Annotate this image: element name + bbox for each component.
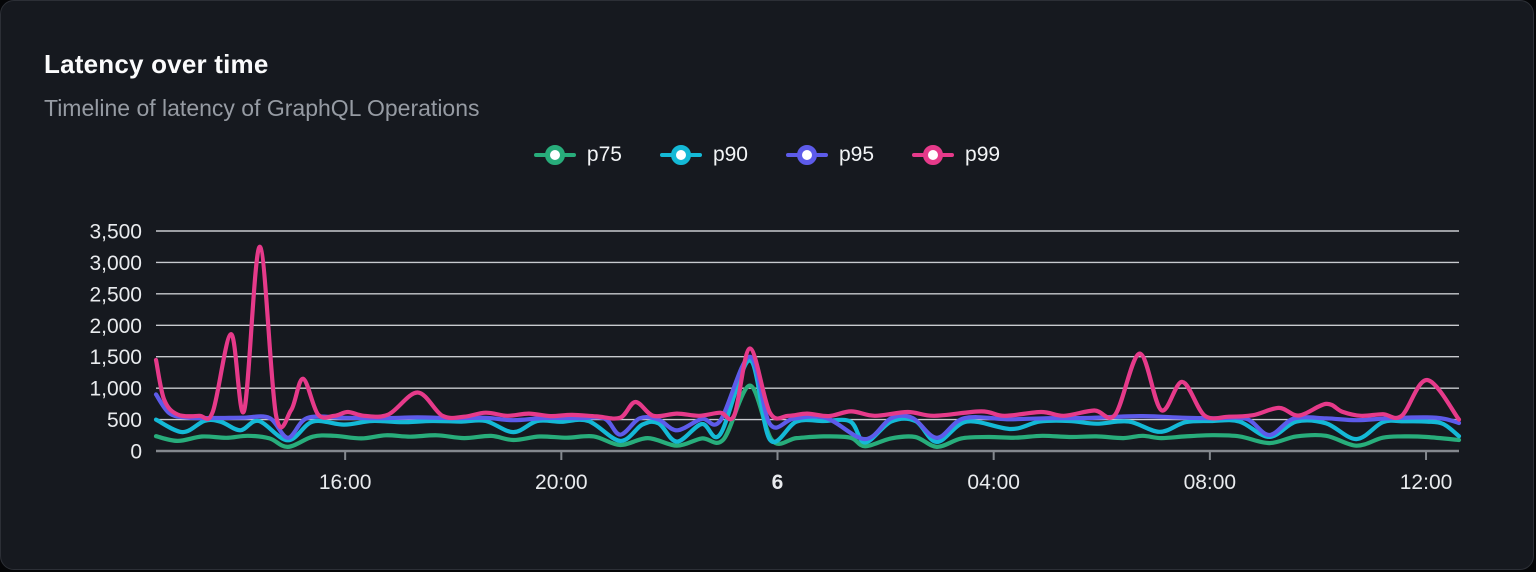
y-tick-label-3000: 3,000 <box>89 252 142 275</box>
x-tick-label-04:00: 04:00 <box>967 471 1020 494</box>
x-tick-label-20:00: 20:00 <box>535 471 588 494</box>
x-tick-label-16:00: 16:00 <box>319 471 372 494</box>
x-tick-label-08:00: 08:00 <box>1184 471 1237 494</box>
latency-chart[interactable]: 0 500 1,000 1,500 2,000 2,500 3,000 3,500 16:00 2… <box>1 211 1536 511</box>
x-tick-label-6: 6 <box>772 471 784 494</box>
legend-item-p90[interactable]: p90 <box>659 143 748 167</box>
series-line-p75 <box>153 383 1462 449</box>
series-line-p90 <box>153 358 1462 445</box>
y-tick-label-0: 0 <box>130 441 142 464</box>
legend-label-p95: p95 <box>839 143 875 166</box>
x-tick-label-12:00: 12:00 <box>1400 471 1453 494</box>
chart-subtitle: Timeline of latency of GraphQL Operation… <box>44 95 480 121</box>
y-tick-label-3500: 3,500 <box>89 221 142 244</box>
legend-label-p99: p99 <box>965 143 1001 166</box>
legend-label-p75: p75 <box>586 143 622 166</box>
legend-item-p99[interactable]: p99 <box>912 143 1000 167</box>
latency-chart-svg[interactable]: 0 500 1,000 1,500 2,000 2,500 3,000 3,500 16:00 2… <box>1 211 1536 511</box>
p95-marker-icon <box>786 145 828 165</box>
series-line-p99 <box>153 244 1462 430</box>
legend-label-p90: p90 <box>712 143 748 166</box>
p90-marker-icon <box>659 145 702 165</box>
legend-item-p75[interactable]: p75 <box>533 143 622 167</box>
y-tick-label-1500: 1,500 <box>89 346 142 369</box>
chart-legend: p75 p90 p95 p99 <box>1 139 1533 171</box>
p75-marker-icon <box>533 145 576 165</box>
y-tick-label-2000: 2,000 <box>89 315 142 338</box>
y-tick-label-500: 500 <box>107 409 142 432</box>
y-tick-label-1000: 1,000 <box>89 378 142 401</box>
legend-item-p95[interactable]: p95 <box>786 143 874 167</box>
series-line-p95 <box>153 354 1462 442</box>
chart-title: Latency over time <box>44 49 269 79</box>
y-tick-label-2500: 2,500 <box>89 283 142 306</box>
p99-marker-icon <box>912 145 955 165</box>
